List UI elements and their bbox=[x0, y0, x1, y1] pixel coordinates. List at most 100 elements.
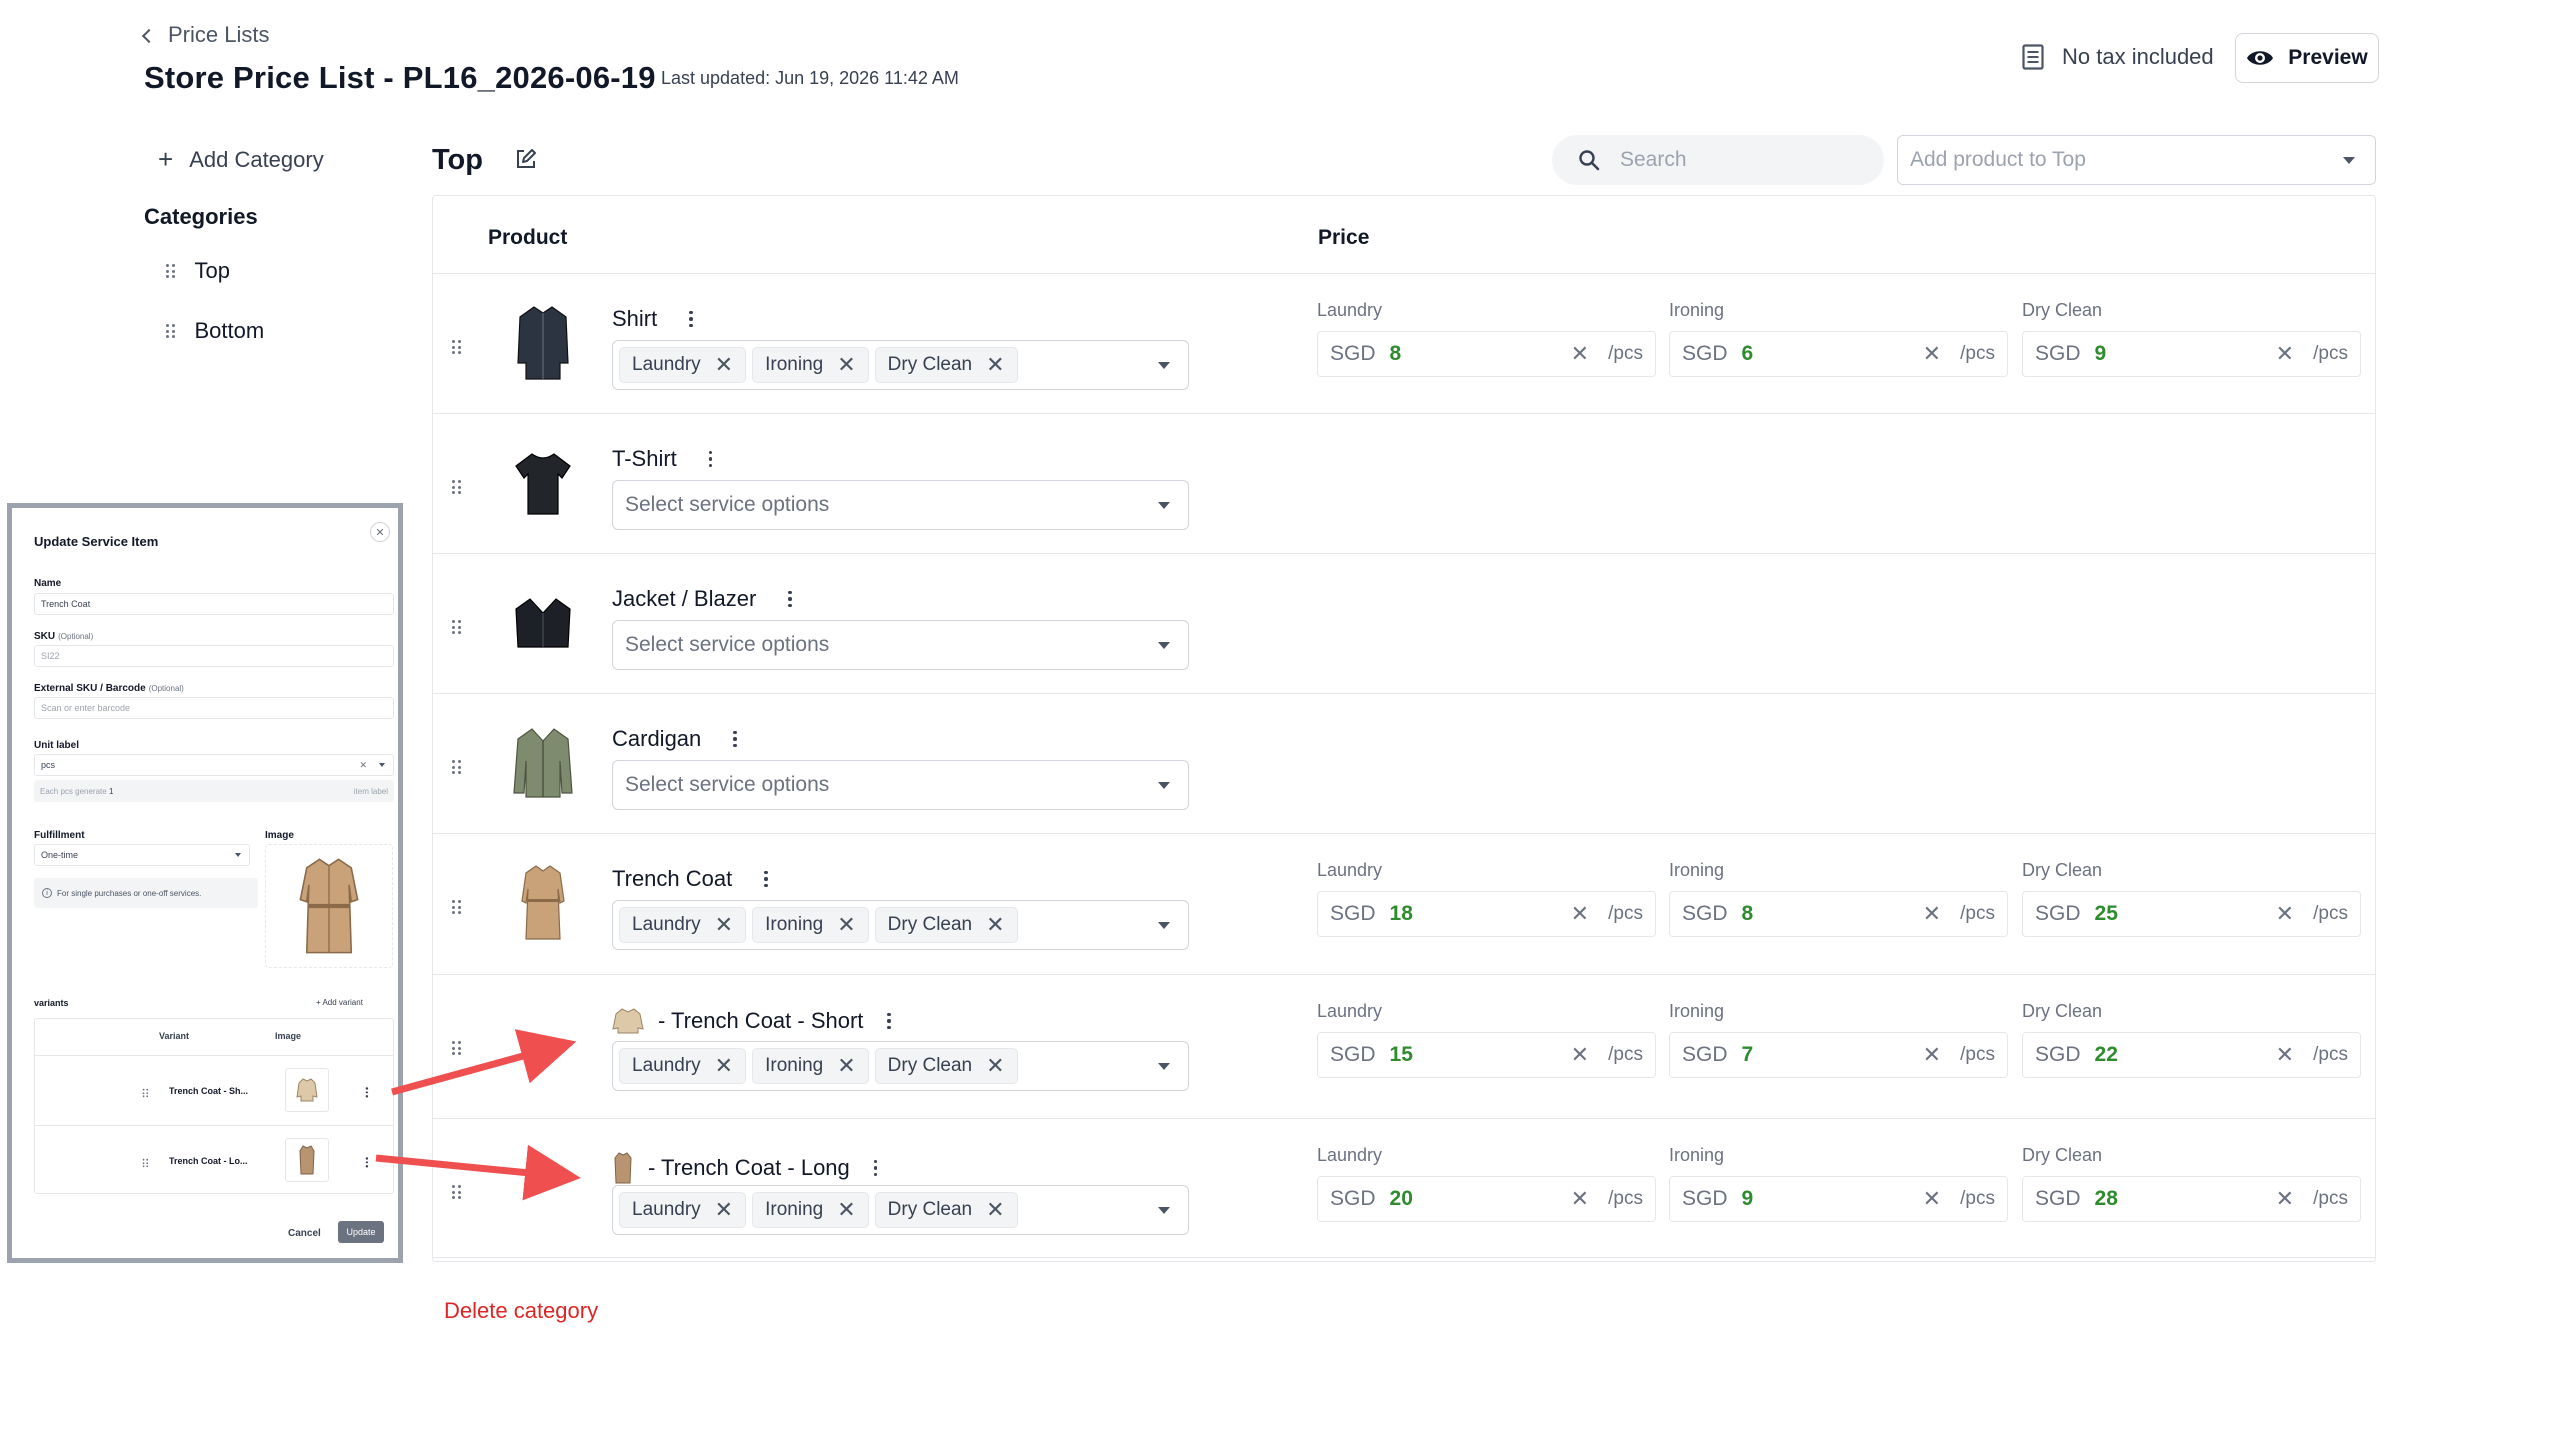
search-input[interactable] bbox=[1620, 148, 1860, 172]
more-options-icon[interactable] bbox=[365, 1087, 368, 1098]
remove-tag-icon[interactable]: ✕ bbox=[986, 1053, 1005, 1078]
more-options-icon[interactable] bbox=[788, 590, 792, 608]
more-options-icon[interactable] bbox=[689, 310, 693, 328]
service-tag[interactable]: Laundry ✕ bbox=[619, 907, 747, 943]
more-options-icon[interactable] bbox=[708, 450, 713, 468]
clear-icon[interactable]: ✕ bbox=[2275, 1042, 2294, 1067]
drag-handle-icon[interactable] bbox=[452, 900, 461, 914]
remove-tag-icon[interactable]: ✕ bbox=[986, 912, 1005, 937]
external-sku-field[interactable]: Scan or enter barcode bbox=[34, 697, 394, 719]
service-tag[interactable]: Dry Clean ✕ bbox=[874, 1048, 1018, 1084]
product-name[interactable]: - Trench Coat - Long bbox=[612, 1151, 878, 1185]
sku-field[interactable]: SI22 bbox=[34, 645, 394, 667]
variant-row[interactable]: Trench Coat - Lo... bbox=[35, 1125, 393, 1195]
service-tag[interactable]: Laundry ✕ bbox=[619, 1192, 747, 1228]
product-name[interactable]: T-Shirt bbox=[612, 446, 713, 472]
back-to-price-lists-link[interactable]: Price Lists bbox=[141, 22, 269, 48]
close-icon[interactable]: ✕ bbox=[370, 522, 390, 542]
drag-handle-icon[interactable] bbox=[142, 1088, 148, 1098]
price-input[interactable]: SGD 22 ✕ /pcs bbox=[2022, 1032, 2361, 1078]
price-input[interactable]: SGD 9 ✕ /pcs bbox=[2022, 331, 2361, 377]
remove-tag-icon[interactable]: ✕ bbox=[714, 352, 734, 377]
add-product-select[interactable]: Add product to Top bbox=[1897, 135, 2376, 185]
more-options-icon[interactable] bbox=[887, 1012, 891, 1030]
service-tag[interactable]: Ironing ✕ bbox=[752, 907, 869, 943]
service-tag[interactable]: Laundry ✕ bbox=[619, 347, 747, 383]
price-input[interactable]: SGD 28 ✕ /pcs bbox=[2022, 1176, 2361, 1222]
service-tag[interactable]: Laundry ✕ bbox=[619, 1048, 747, 1084]
service-tag[interactable]: Ironing ✕ bbox=[752, 347, 869, 383]
drag-handle-icon[interactable] bbox=[166, 324, 175, 338]
remove-tag-icon[interactable]: ✕ bbox=[986, 1197, 1005, 1222]
drag-handle-icon[interactable] bbox=[452, 1185, 461, 1199]
sidebar-category-top[interactable]: Top bbox=[166, 258, 230, 284]
clear-icon[interactable]: ✕ bbox=[1922, 1042, 1941, 1067]
clear-icon[interactable]: ✕ bbox=[1570, 1042, 1589, 1067]
service-tag[interactable]: Ironing ✕ bbox=[752, 1048, 869, 1084]
product-name[interactable]: Jacket / Blazer bbox=[612, 586, 792, 612]
price-input[interactable]: SGD 8 ✕ /pcs bbox=[1317, 331, 1656, 377]
drag-handle-icon[interactable] bbox=[452, 620, 461, 634]
more-options-icon[interactable] bbox=[764, 870, 768, 888]
clear-icon[interactable]: ✕ bbox=[359, 759, 367, 770]
service-tag[interactable]: Ironing ✕ bbox=[752, 1192, 869, 1228]
update-button[interactable]: Update bbox=[338, 1221, 384, 1243]
clear-icon[interactable]: ✕ bbox=[1922, 901, 1941, 926]
fulfillment-select[interactable]: One-time bbox=[34, 844, 250, 866]
sidebar-category-bottom[interactable]: Bottom bbox=[166, 318, 264, 344]
drag-handle-icon[interactable] bbox=[452, 760, 461, 774]
price-input[interactable]: SGD 18 ✕ /pcs bbox=[1317, 891, 1656, 937]
clear-icon[interactable]: ✕ bbox=[1570, 341, 1589, 366]
service-options-select[interactable]: Laundry ✕ Ironing ✕ Dry Clean ✕ bbox=[612, 340, 1189, 390]
variant-row[interactable]: Trench Coat - Sh... bbox=[35, 1055, 393, 1125]
remove-tag-icon[interactable]: ✕ bbox=[714, 912, 734, 937]
clear-icon[interactable]: ✕ bbox=[1570, 1186, 1589, 1211]
drag-handle-icon[interactable] bbox=[452, 340, 461, 354]
name-field[interactable]: Trench Coat bbox=[34, 593, 394, 615]
remove-tag-icon[interactable]: ✕ bbox=[837, 1053, 856, 1078]
price-input[interactable]: SGD 9 ✕ /pcs bbox=[1669, 1176, 2008, 1222]
product-name[interactable]: Shirt bbox=[612, 306, 693, 332]
edit-icon[interactable] bbox=[515, 148, 537, 175]
service-options-select[interactable]: Laundry ✕ Ironing ✕ Dry Clean ✕ bbox=[612, 1185, 1189, 1235]
search-bar[interactable] bbox=[1552, 135, 1884, 185]
service-options-select[interactable]: Laundry ✕ Ironing ✕ Dry Clean ✕ bbox=[612, 1041, 1189, 1091]
service-options-select[interactable]: Select service options bbox=[612, 620, 1189, 670]
more-options-icon[interactable] bbox=[365, 1157, 368, 1168]
clear-icon[interactable]: ✕ bbox=[1570, 901, 1589, 926]
service-options-select[interactable]: Laundry ✕ Ironing ✕ Dry Clean ✕ bbox=[612, 900, 1189, 950]
clear-icon[interactable]: ✕ bbox=[1922, 1186, 1941, 1211]
clear-icon[interactable]: ✕ bbox=[2275, 901, 2294, 926]
clear-icon[interactable]: ✕ bbox=[1922, 341, 1941, 366]
remove-tag-icon[interactable]: ✕ bbox=[714, 1197, 734, 1222]
tax-setting[interactable]: No tax included bbox=[2022, 44, 2214, 70]
unit-label-field[interactable]: pcs ✕ bbox=[34, 754, 394, 776]
product-name[interactable]: - Trench Coat - Short bbox=[612, 1007, 891, 1035]
price-input[interactable]: SGD 6 ✕ /pcs bbox=[1669, 331, 2008, 377]
price-input[interactable]: SGD 25 ✕ /pcs bbox=[2022, 891, 2361, 937]
service-tag[interactable]: Dry Clean ✕ bbox=[874, 347, 1018, 383]
preview-button[interactable]: Preview bbox=[2235, 33, 2379, 83]
cancel-button[interactable]: Cancel bbox=[288, 1228, 321, 1239]
remove-tag-icon[interactable]: ✕ bbox=[837, 912, 856, 937]
drag-handle-icon[interactable] bbox=[452, 1041, 461, 1055]
service-options-select[interactable]: Select service options bbox=[612, 480, 1189, 530]
drag-handle-icon[interactable] bbox=[142, 1158, 148, 1168]
remove-tag-icon[interactable]: ✕ bbox=[837, 352, 856, 377]
price-input[interactable]: SGD 8 ✕ /pcs bbox=[1669, 891, 2008, 937]
remove-tag-icon[interactable]: ✕ bbox=[714, 1053, 734, 1078]
add-variant-button[interactable]: + Add variant bbox=[316, 998, 363, 1007]
drag-handle-icon[interactable] bbox=[452, 480, 461, 494]
drag-handle-icon[interactable] bbox=[166, 264, 175, 278]
remove-tag-icon[interactable]: ✕ bbox=[837, 1197, 856, 1222]
clear-icon[interactable]: ✕ bbox=[2275, 341, 2294, 366]
service-options-select[interactable]: Select service options bbox=[612, 760, 1189, 810]
price-input[interactable]: SGD 7 ✕ /pcs bbox=[1669, 1032, 2008, 1078]
add-category-button[interactable]: + Add Category bbox=[158, 144, 324, 175]
clear-icon[interactable]: ✕ bbox=[2275, 1186, 2294, 1211]
item-image-upload[interactable] bbox=[265, 844, 393, 968]
service-tag[interactable]: Dry Clean ✕ bbox=[874, 907, 1018, 943]
product-name[interactable]: Trench Coat bbox=[612, 866, 768, 892]
more-options-icon[interactable] bbox=[873, 1159, 878, 1177]
more-options-icon[interactable] bbox=[733, 730, 737, 748]
